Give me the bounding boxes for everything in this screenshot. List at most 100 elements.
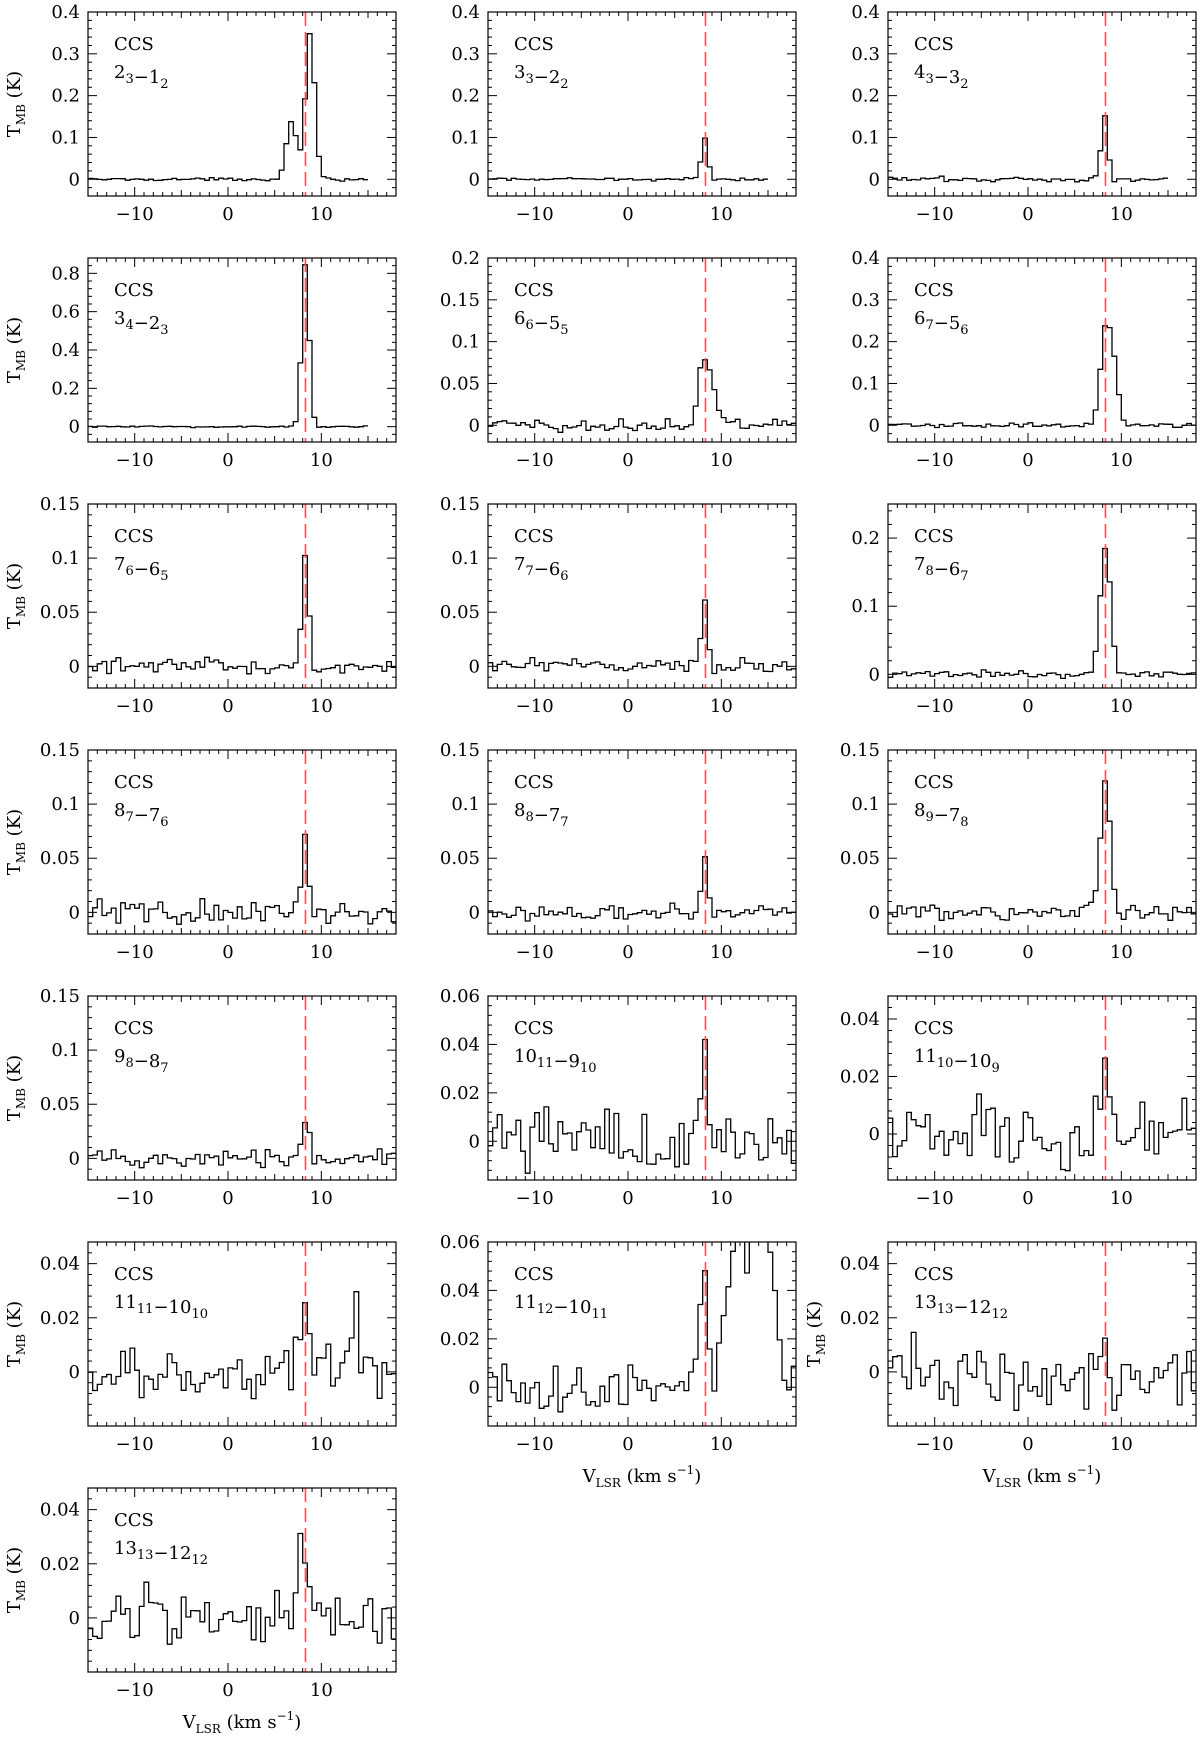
x-axis-title-main: V — [582, 1466, 597, 1487]
y-axis-title-main: T — [4, 371, 25, 383]
transition-label: 66−55 — [514, 308, 569, 338]
transition-text: 13 — [914, 1292, 937, 1313]
y-axis-title-main: T — [4, 1601, 25, 1613]
transition-text: 11 — [114, 1292, 137, 1313]
transition-subscript: 11 — [537, 1056, 554, 1071]
y-tick-label: 0.15 — [40, 986, 80, 1007]
transition-subscript: 2 — [960, 77, 968, 92]
y-tick-label: 0.15 — [440, 494, 480, 515]
molecule-label: CCS — [514, 772, 554, 793]
x-tick-label: 0 — [1022, 204, 1033, 225]
spectrum-line — [488, 359, 796, 433]
transition-label: 87−76 — [114, 800, 169, 830]
x-axis-title: VLSR (km s−1) — [982, 1463, 1102, 1490]
transition-text: −3 — [934, 67, 961, 88]
y-axis-title-sub: MB — [14, 1088, 28, 1109]
x-tick-label: 10 — [710, 450, 733, 471]
x-axis-title-end: ) — [294, 1712, 301, 1733]
y-tick-label: 0.3 — [451, 44, 480, 65]
y-tick-label: 0.4 — [851, 248, 880, 269]
x-tick-label: −10 — [116, 1434, 154, 1455]
y-axis-title-sub: MB — [814, 1334, 828, 1355]
y-axis-title-main: T — [4, 1109, 25, 1121]
y-tick-label: 0.02 — [440, 1083, 480, 1104]
x-tick-label: 10 — [310, 1188, 333, 1209]
transition-label: 88−77 — [514, 800, 569, 830]
molecule-label: CCS — [114, 34, 154, 55]
plot-frame — [87, 1241, 397, 1427]
y-axis-title-sub: MB — [14, 842, 28, 863]
spectrum-line — [488, 1038, 796, 1174]
x-axis-title-end: ) — [1094, 1466, 1101, 1487]
transition-label: 77−66 — [514, 554, 569, 584]
y-tick-label: 0.06 — [440, 986, 480, 1007]
y-tick-label: 0.3 — [851, 44, 880, 65]
y-tick-label: 0 — [469, 1377, 480, 1398]
transition-label: 1313−1212 — [914, 1292, 1008, 1322]
transition-text: −9 — [553, 1051, 580, 1072]
molecule-label: CCS — [914, 1264, 954, 1285]
x-axis-title-rest: (km s — [621, 1466, 677, 1487]
y-tick-label: 0.04 — [40, 1500, 80, 1521]
y-tick-label: 0.1 — [51, 548, 80, 569]
y-axis-title-rest: (K) — [4, 317, 25, 350]
y-axis-title-rest: (K) — [4, 1547, 25, 1580]
transition-text: −10 — [153, 1297, 191, 1318]
y-tick-label: 0.05 — [440, 848, 480, 869]
x-axis-title-end: ) — [694, 1466, 701, 1487]
y-tick-label: 0.2 — [451, 86, 480, 107]
molecule-label: CCS — [914, 280, 954, 301]
y-tick-label: 0.2 — [851, 86, 880, 107]
y-tick-label: 0 — [869, 1124, 880, 1145]
transition-subscript: 10 — [191, 1307, 208, 1322]
y-axis-title-sub: MB — [14, 1580, 28, 1601]
molecule-label: CCS — [114, 772, 154, 793]
y-tick-label: 0.02 — [840, 1067, 880, 1088]
transition-subscript: 9 — [991, 1061, 999, 1076]
molecule-label: CCS — [514, 1018, 554, 1039]
y-axis-title: TMB (K) — [4, 563, 28, 629]
y-axis-title-main: T — [4, 1355, 25, 1367]
transition-text: 6 — [514, 308, 525, 329]
transition-subscript: 8 — [125, 1056, 133, 1071]
molecule-label: CCS — [514, 526, 554, 547]
y-tick-label: 0.4 — [51, 340, 80, 361]
y-tick-label: 0.3 — [51, 44, 80, 65]
x-axis-title-rest: (km s — [1021, 1466, 1077, 1487]
x-tick-label: 10 — [310, 696, 333, 717]
y-tick-label: 0 — [869, 1362, 880, 1383]
transition-subscript: 12 — [991, 1307, 1008, 1322]
y-axis-title: TMB (K) — [4, 1547, 28, 1613]
molecule-label: CCS — [514, 280, 554, 301]
molecule-label: CCS — [514, 1264, 554, 1285]
y-tick-label: 0 — [869, 664, 880, 685]
spectrum-line — [488, 1242, 796, 1413]
x-tick-label: 0 — [622, 204, 633, 225]
x-tick-label: 10 — [710, 204, 733, 225]
y-tick-label: 0.04 — [440, 1034, 480, 1055]
x-tick-label: 10 — [710, 1188, 733, 1209]
plot-frame — [87, 749, 397, 935]
y-tick-label: 0.05 — [440, 602, 480, 623]
transition-text: −2 — [134, 313, 161, 334]
y-tick-label: 0 — [469, 902, 480, 923]
transition-text: 8 — [514, 800, 525, 821]
transition-subscript: 8 — [960, 815, 968, 830]
x-axis-title: VLSR (km s−1) — [582, 1463, 702, 1490]
y-tick-label: 0.15 — [440, 290, 480, 311]
spectrum-line — [888, 115, 1168, 183]
transition-subscript: 12 — [191, 1553, 208, 1568]
transition-subscript: 7 — [560, 815, 568, 830]
transition-subscript: 7 — [125, 810, 133, 825]
y-tick-label: 0 — [869, 902, 880, 923]
transition-subscript: 11 — [591, 1307, 608, 1322]
y-axis-title-rest: (K) — [4, 1055, 25, 1088]
plot-frame — [87, 503, 397, 689]
spectrum-line — [888, 780, 1196, 921]
